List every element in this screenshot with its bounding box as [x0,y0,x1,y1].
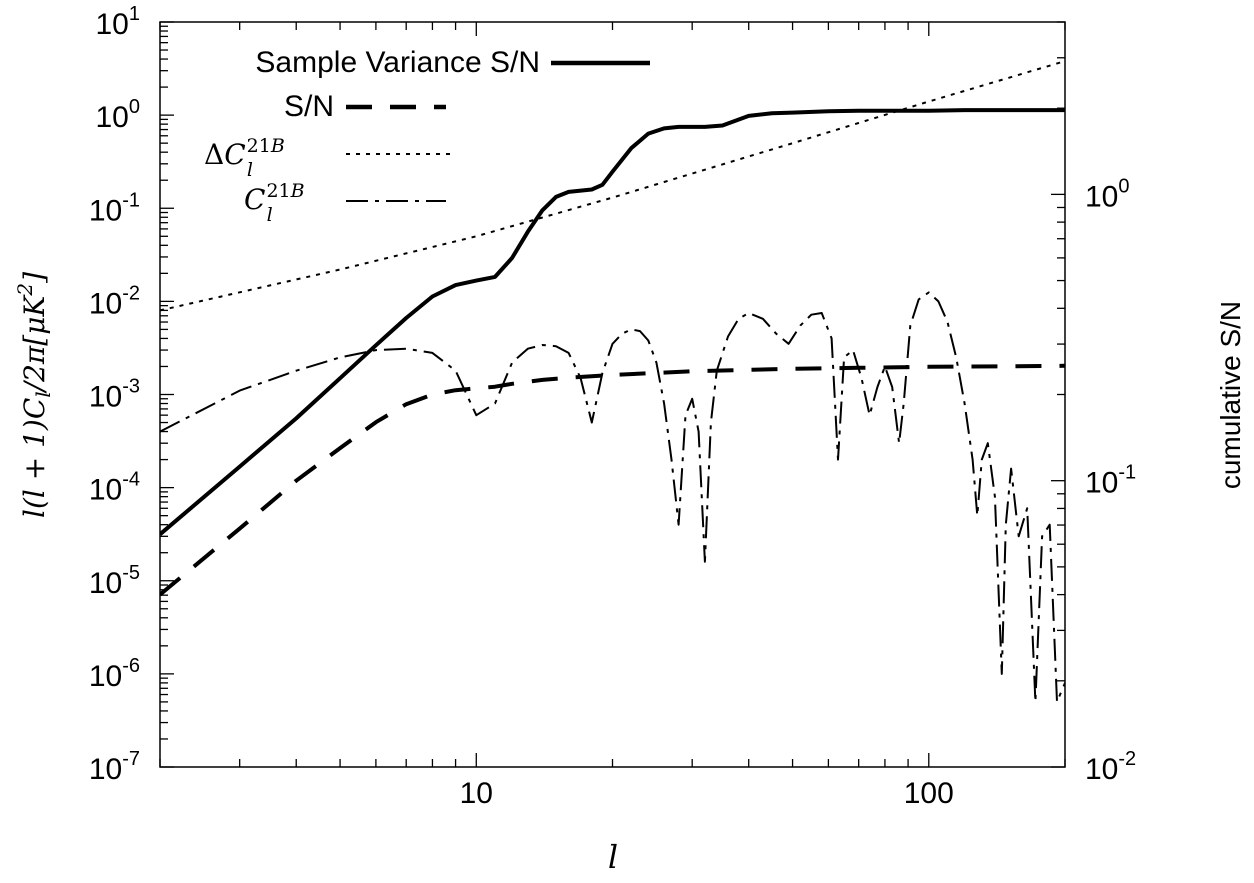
plot-frame [159,21,1066,768]
legend-cl-sub: l [267,204,273,226]
y-tick-label: 10-5 [89,562,140,600]
y2-tick-label: 100 [1085,175,1130,213]
legend-delta-cl-sup: 21 [247,135,271,157]
y-axis-label: l(l + 1)Cl/2π[μK2] [13,272,55,518]
legend: Sample Variance S/N S/N ΔC21B l C21B l [204,46,650,226]
legend-cl-sup-b: B [290,180,305,202]
y-tick-label: 10-7 [89,748,140,786]
series-line-3 [160,291,1065,703]
y-axis-label-part-c: /2π[μK [18,294,51,395]
y-tick-label: 101 [96,3,141,41]
legend-delta-cl-base: Δ [204,138,224,171]
legend-label-delta-cl: ΔC21B l [204,135,285,181]
y-axis-label-sub-l: l [31,391,55,397]
series-line-0 [160,108,1065,536]
legend-label-sample-variance: Sample Variance S/N [255,46,540,79]
x-axis-label: l [608,838,618,876]
y-axis-label-sup-2: 2 [13,283,37,297]
x-tick-label: 100 [904,777,954,810]
y-tick-label: 10-4 [89,469,140,507]
y-axis-label-part-e: ] [18,272,51,284]
legend-delta-cl-sup-b: B [270,135,285,157]
y2-tick-label: 10-2 [1085,748,1136,786]
legend-delta-cl-sub: l [247,159,253,181]
series-line-1 [160,363,1065,597]
legend-label-sn: S/N [284,90,334,123]
legend-cl-c: C [244,183,265,216]
y2-axis-label: cumulative S/N [1215,301,1246,489]
y-tick-label: 10-1 [89,189,140,227]
legend-delta-cl-c: C [224,138,245,171]
y-tick-label: 10-3 [89,376,140,414]
x-tick-label: 10 [460,777,493,810]
y-tick-label: 100 [96,96,141,134]
y2-tick-label: 10-1 [1085,462,1136,500]
legend-cl-sup: 21 [266,180,290,202]
axis-ticks: 10 100 10-7 10-6 10-5 10-4 10-3 10-2 10-1 100 101 1… [89,3,1136,810]
y-axis-label-part-a: l(l + 1)C [18,398,51,518]
y-tick-label: 10-6 [89,655,140,693]
y-tick-label: 10-2 [89,282,140,320]
legend-label-cl: C21B l [244,180,305,226]
series-layer [160,60,1065,703]
